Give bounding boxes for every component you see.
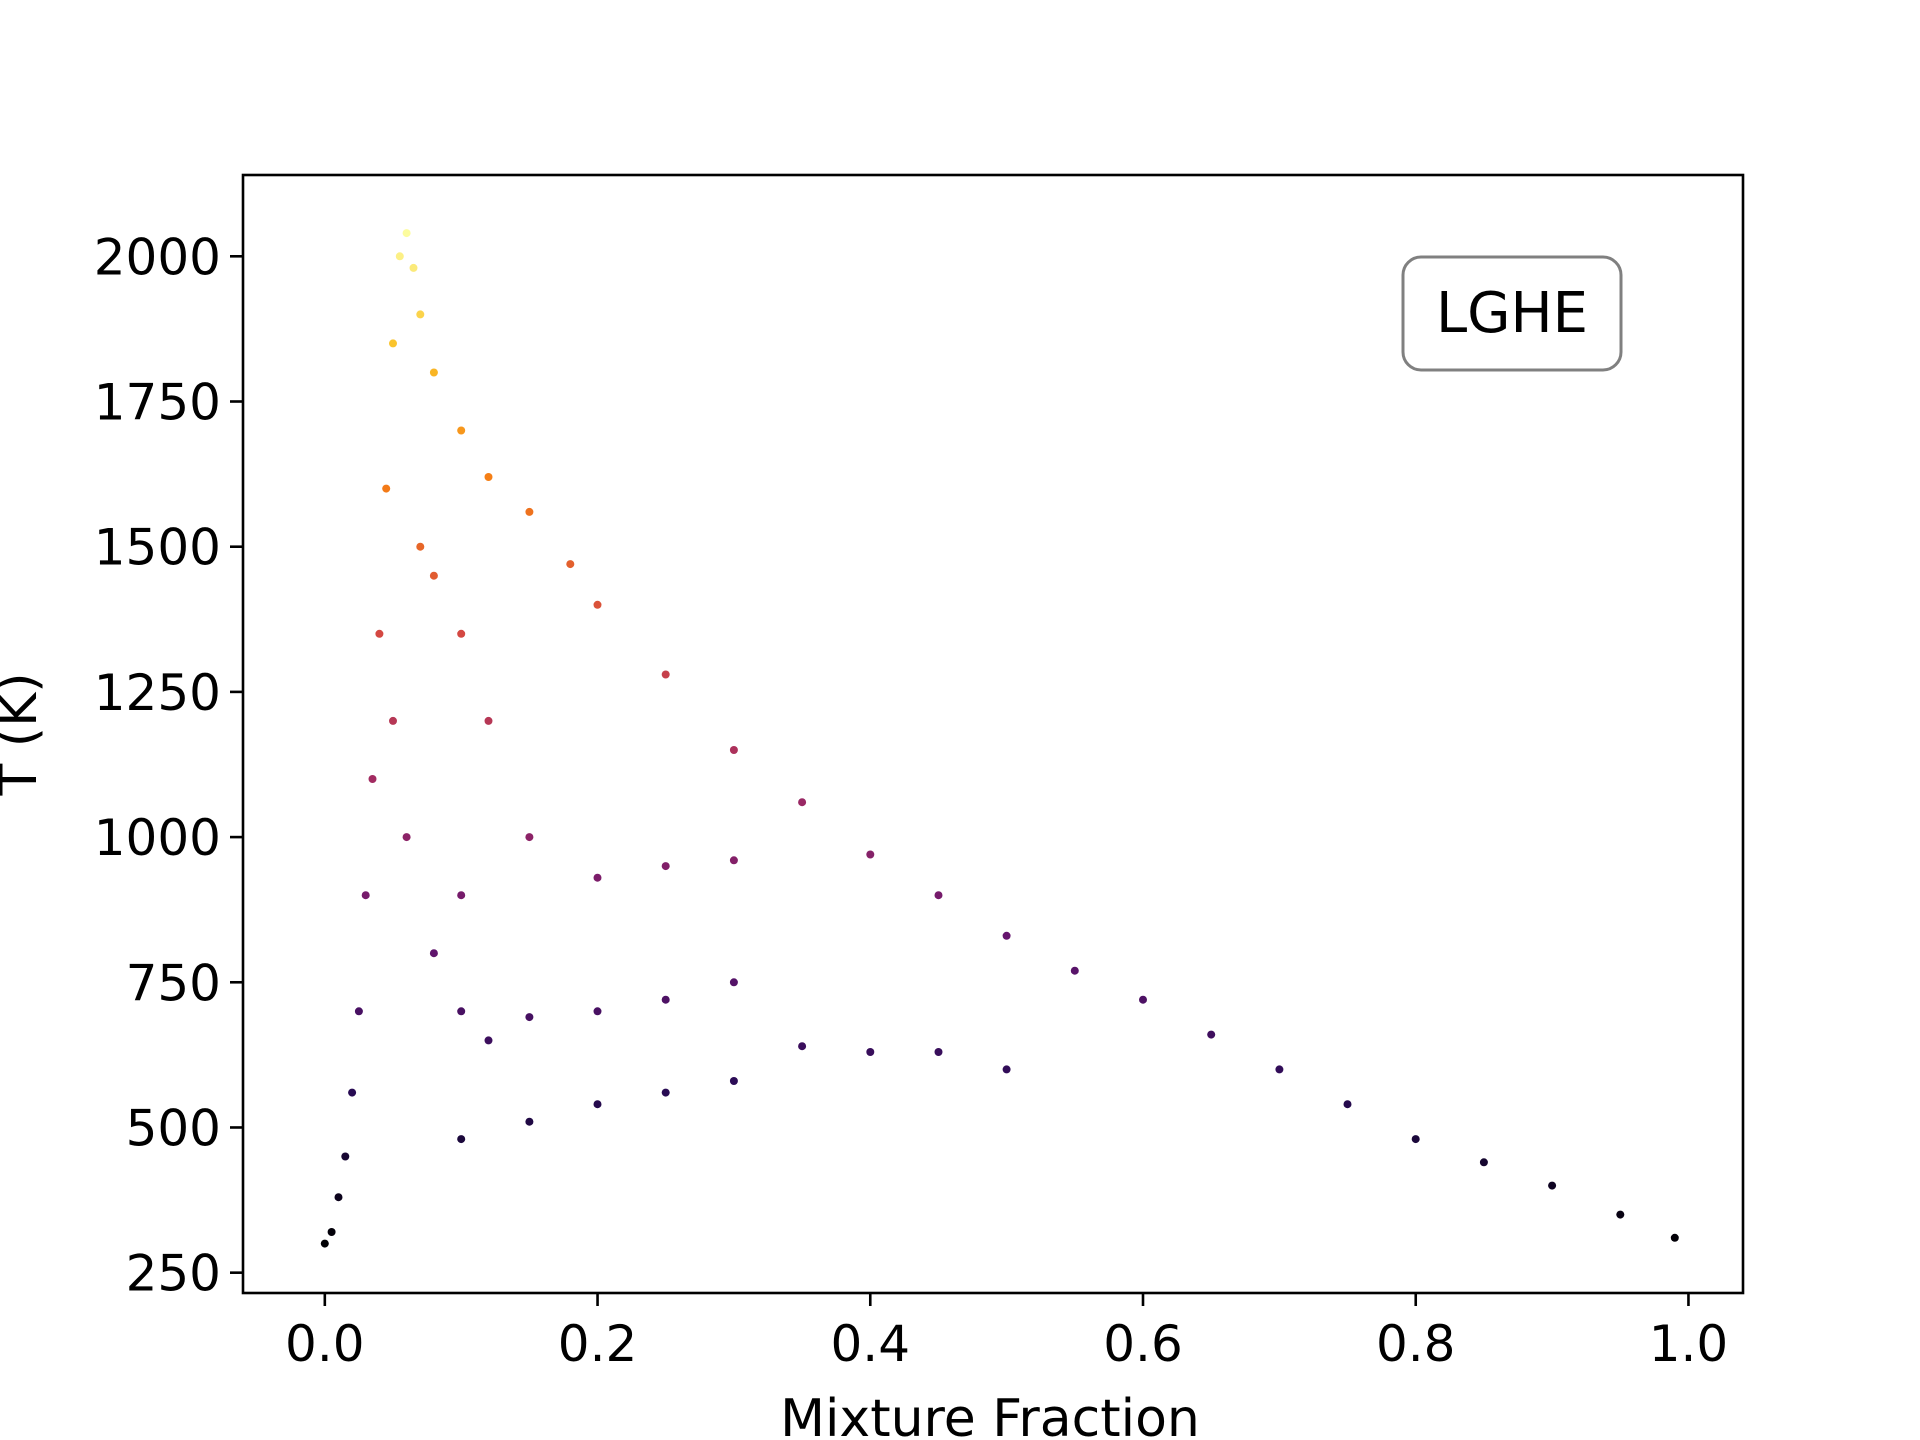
y-axis-label: T (K)	[0, 673, 49, 797]
data-point	[729, 978, 738, 987]
data-point	[525, 1117, 534, 1126]
data-point	[457, 426, 466, 435]
y-tick-label: 1750	[94, 374, 221, 432]
x-tick-label: 0.4	[831, 1315, 911, 1373]
data-point	[429, 571, 438, 580]
data-point	[934, 1048, 943, 1056]
data-point	[525, 1013, 534, 1022]
data-point	[566, 560, 575, 569]
x-tick-label: 0.8	[1376, 1315, 1456, 1373]
y-tick-label: 750	[126, 954, 221, 1012]
data-point	[525, 507, 534, 516]
data-point	[866, 1048, 875, 1056]
data-point	[354, 1007, 363, 1016]
data-point	[327, 1228, 336, 1236]
data-point	[484, 1036, 493, 1045]
data-point	[457, 891, 466, 900]
data-point	[457, 1135, 466, 1144]
data-point	[1616, 1210, 1625, 1219]
y-axis: 250 500 750 1000 1250 1500 1750 2000	[94, 228, 243, 1303]
x-tick-label: 0.6	[1103, 1315, 1183, 1373]
data-point	[525, 833, 534, 842]
data-point	[1275, 1065, 1284, 1074]
data-point	[729, 1077, 738, 1085]
data-point	[409, 263, 418, 272]
data-point	[402, 833, 411, 842]
data-point	[593, 1007, 602, 1016]
data-point	[341, 1152, 350, 1161]
data-point	[661, 995, 670, 1004]
data-point	[416, 310, 425, 319]
data-point	[593, 873, 602, 882]
y-tick-label: 1250	[94, 664, 221, 722]
data-point	[934, 891, 943, 900]
data-point	[661, 670, 670, 679]
data-point	[1548, 1181, 1557, 1190]
x-tick-label: 0.0	[285, 1315, 365, 1373]
y-tick-label: 250	[126, 1245, 221, 1303]
y-tick-label: 2000	[94, 228, 221, 286]
data-point	[729, 746, 738, 754]
data-point	[866, 850, 875, 859]
data-points	[320, 229, 1679, 1248]
data-point	[368, 775, 377, 783]
plot-area-frame	[241, 173, 1745, 1295]
data-point	[1002, 931, 1011, 940]
x-axis-label: Mixture Fraction	[780, 1389, 1200, 1440]
data-point	[593, 1100, 602, 1109]
data-point	[484, 473, 493, 481]
data-point	[334, 1193, 343, 1202]
x-tick-label: 1.0	[1649, 1315, 1729, 1373]
data-point	[361, 891, 370, 900]
data-point	[429, 949, 438, 958]
y-tick-label: 1500	[94, 519, 221, 577]
data-point	[484, 716, 493, 725]
x-axis: 0.0 0.2 0.4 0.6 0.8 1.0	[285, 1293, 1728, 1373]
data-point	[320, 1239, 329, 1248]
data-point	[457, 629, 466, 638]
data-point	[416, 542, 425, 551]
data-point	[402, 229, 411, 238]
data-point	[798, 1042, 807, 1051]
x-tick-label: 0.2	[558, 1315, 638, 1373]
data-point	[389, 339, 397, 348]
data-point	[1670, 1233, 1679, 1242]
data-point	[729, 856, 738, 865]
y-tick-label: 500	[126, 1099, 221, 1157]
data-point	[593, 600, 602, 609]
annotation-text: LGHE	[1436, 281, 1588, 346]
data-point	[1207, 1030, 1216, 1039]
data-point	[348, 1088, 357, 1097]
data-point	[457, 1007, 466, 1016]
data-point	[1070, 966, 1079, 975]
data-point	[1411, 1135, 1420, 1144]
data-point	[389, 716, 397, 725]
data-point	[429, 368, 438, 377]
data-point	[1002, 1065, 1011, 1074]
data-point	[375, 629, 384, 638]
data-point	[1139, 995, 1147, 1004]
y-tick-label: 1000	[94, 809, 221, 867]
data-point	[1479, 1158, 1488, 1167]
data-point	[661, 1088, 670, 1097]
data-point	[382, 484, 391, 493]
data-point	[798, 798, 807, 807]
data-point	[661, 862, 670, 871]
annotation-box: LGHE	[1401, 255, 1623, 372]
data-point	[395, 252, 404, 261]
data-point	[1343, 1100, 1352, 1109]
